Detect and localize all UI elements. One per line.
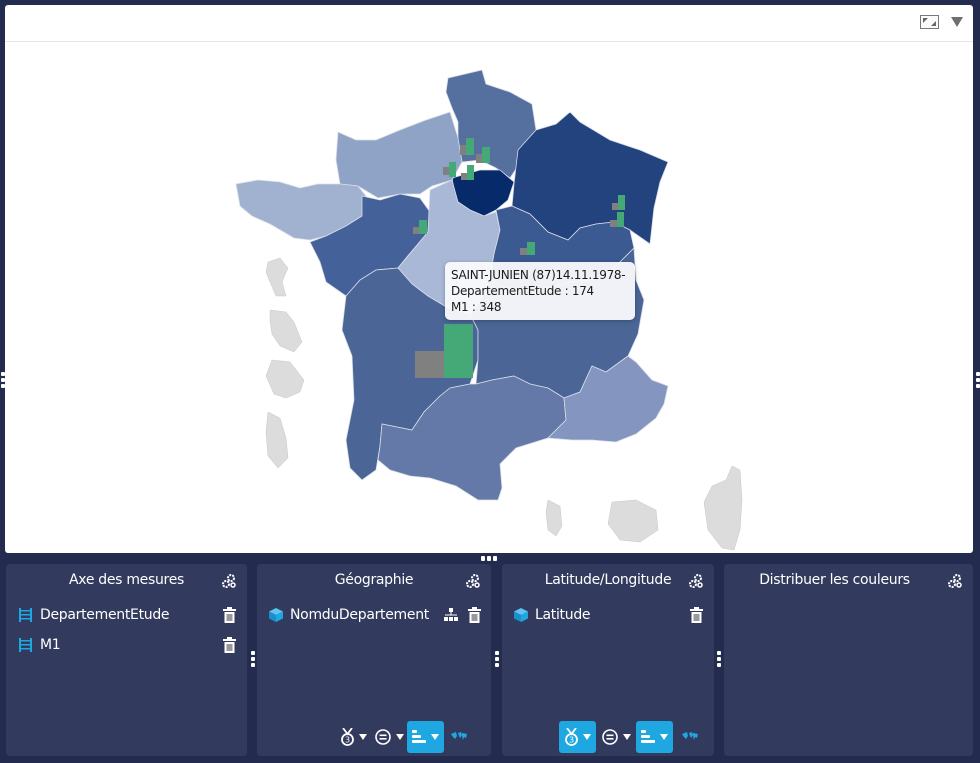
caret-down-icon bbox=[622, 734, 631, 740]
sort-dropdown[interactable] bbox=[636, 721, 673, 753]
equals-filter-icon bbox=[374, 729, 391, 745]
equals-filter-icon bbox=[601, 729, 618, 745]
tooltip-title: SAINT-JUNIEN (87)14.11.1978- bbox=[451, 268, 626, 282]
world-map-icon bbox=[682, 732, 698, 740]
panel-title: Distribuer les couleurs bbox=[759, 572, 910, 588]
hierarchy-icon[interactable] bbox=[444, 608, 458, 622]
svg-text:3: 3 bbox=[345, 736, 350, 745]
bar-departementetude[interactable] bbox=[415, 351, 444, 378]
region-corse bbox=[703, 465, 743, 551]
france-choropleth-map bbox=[235, 69, 743, 551]
settings-gears-icon[interactable] bbox=[221, 573, 237, 589]
trash-icon[interactable] bbox=[468, 607, 481, 623]
lat-long-panel: Latitude/Longitude Latitude 3 bbox=[502, 564, 714, 756]
panel-title: Latitude/Longitude bbox=[544, 572, 672, 588]
panel-title: Géographie bbox=[334, 572, 414, 588]
column-resize-handle[interactable] bbox=[251, 651, 255, 667]
field-latitude[interactable]: Latitude bbox=[514, 604, 591, 626]
world-map-button[interactable] bbox=[444, 721, 474, 753]
panel-title: Axe des mesures bbox=[68, 572, 184, 588]
expand-icon[interactable] bbox=[920, 15, 939, 29]
caret-down-icon bbox=[431, 734, 439, 740]
overseas-mayotte bbox=[265, 411, 289, 469]
caret-down-icon bbox=[660, 734, 668, 740]
svg-text:3: 3 bbox=[568, 736, 573, 745]
column-resize-handle[interactable] bbox=[495, 651, 499, 667]
overseas-guyane bbox=[265, 359, 305, 399]
measure-icon bbox=[19, 608, 32, 622]
field-label: M1 bbox=[40, 637, 61, 653]
world-map-icon bbox=[451, 732, 467, 740]
field-label: Latitude bbox=[535, 607, 591, 623]
overseas-mayotte-2 bbox=[545, 499, 563, 537]
sort-bars-icon bbox=[412, 730, 426, 743]
rank-dropdown[interactable]: 3 bbox=[337, 721, 371, 753]
caret-down-icon bbox=[582, 734, 591, 740]
map-toolbar bbox=[5, 5, 973, 42]
dimension-cube-icon bbox=[514, 608, 528, 622]
field-nomdudepartement[interactable]: NomduDepartement bbox=[269, 604, 429, 626]
field-departementetude[interactable]: DepartementEtude bbox=[18, 604, 170, 626]
map-panel: SAINT-JUNIEN (87)14.11.1978- Departement… bbox=[5, 5, 973, 553]
field-label: DepartementEtude bbox=[40, 607, 170, 623]
rank-medal-icon: 3 bbox=[341, 728, 354, 746]
trash-icon[interactable] bbox=[223, 607, 236, 623]
tooltip-m1: M1 : 348 bbox=[451, 300, 502, 314]
caret-down-icon bbox=[395, 734, 404, 740]
left-resize-handle[interactable] bbox=[0, 372, 6, 388]
settings-gears-icon[interactable] bbox=[688, 573, 704, 589]
measures-axis-panel: Axe des mesures DepartementEtude M1 bbox=[6, 564, 247, 756]
geography-panel: Géographie NomduDepartement 3 bbox=[257, 564, 491, 756]
right-resize-handle[interactable] bbox=[975, 372, 980, 388]
rank-medal-icon: 3 bbox=[564, 728, 578, 746]
measure-icon bbox=[19, 638, 32, 652]
panel-split-handle[interactable] bbox=[481, 556, 497, 561]
region-provence-alpes-cote-dazur[interactable] bbox=[547, 355, 669, 443]
sort-bars-icon bbox=[641, 730, 655, 743]
trash-icon[interactable] bbox=[690, 607, 703, 623]
geography-tools: 3 bbox=[337, 721, 474, 753]
bar-m1[interactable] bbox=[444, 324, 473, 378]
settings-gears-icon[interactable] bbox=[465, 573, 481, 589]
overseas-martinique bbox=[269, 309, 303, 353]
settings-gears-icon[interactable] bbox=[947, 573, 963, 589]
filter-dropdown[interactable] bbox=[371, 721, 407, 753]
overseas-guadeloupe bbox=[265, 257, 289, 297]
bar-markers bbox=[413, 138, 625, 378]
column-resize-handle[interactable] bbox=[717, 651, 721, 667]
caret-down-icon[interactable] bbox=[951, 17, 963, 27]
dimension-cube-icon bbox=[269, 608, 283, 622]
field-m1[interactable]: M1 bbox=[18, 634, 61, 656]
lat-long-tools: 3 bbox=[559, 721, 707, 753]
sort-dropdown[interactable] bbox=[407, 721, 444, 753]
caret-down-icon bbox=[359, 734, 367, 740]
tooltip-departementetude: DepartementEtude : 174 bbox=[451, 284, 594, 298]
trash-icon[interactable] bbox=[223, 637, 236, 653]
filter-dropdown[interactable] bbox=[596, 721, 636, 753]
field-label: NomduDepartement bbox=[290, 607, 429, 623]
world-map-button[interactable] bbox=[673, 721, 707, 753]
map-tooltip: SAINT-JUNIEN (87)14.11.1978- Departement… bbox=[445, 262, 635, 320]
overseas-reunion bbox=[607, 499, 659, 543]
distribute-colors-panel: Distribuer les couleurs bbox=[724, 564, 973, 756]
rank-dropdown[interactable]: 3 bbox=[559, 721, 596, 753]
